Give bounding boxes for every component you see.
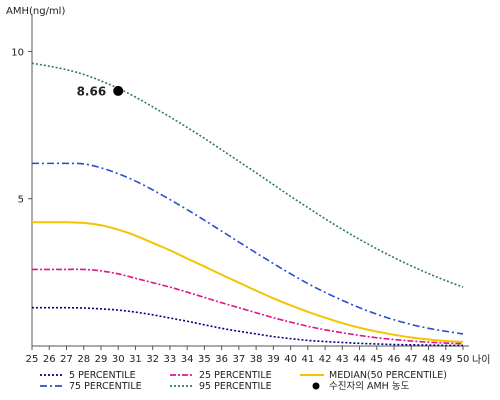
series-line-25-percentile — [32, 268, 464, 345]
legend-label-95-percentile: 95 PERCENTILE — [199, 381, 272, 392]
x-tick-label-47: 47 — [405, 354, 418, 365]
y-tick-label-5: 5 — [18, 195, 24, 206]
x-tick-label-43: 43 — [336, 354, 349, 365]
x-tick-label-29: 29 — [95, 354, 108, 365]
x-tick-label-35: 35 — [198, 354, 211, 365]
x-tick-label-38: 38 — [250, 354, 263, 365]
legend-label-25-percentile: 25 PERCENTILE — [199, 370, 272, 381]
legend-label-5-percentile: 5 PERCENTILE — [69, 370, 136, 381]
x-tick-label-45: 45 — [370, 354, 383, 365]
x-tick-label-27: 27 — [60, 354, 73, 365]
series-lines — [31, 62, 464, 347]
patient-amh-value-label: 8.66 — [77, 84, 107, 98]
x-tick-label-42: 42 — [319, 354, 332, 365]
x-ticks: 25 26 27 28 29 30 31 32 33 34 35 36 37 38 39 40 41 42 43 44… — [26, 346, 470, 365]
x-tick-label-46: 46 — [388, 354, 401, 365]
series-line-5-percentile — [32, 306, 464, 347]
x-axis-title: 나이 — [472, 354, 490, 366]
x-tick-label-37: 37 — [233, 354, 246, 365]
x-tick-label-39: 39 — [267, 354, 280, 365]
y-axis-title: AMH(ng/ml) — [6, 6, 65, 17]
x-tick-label-50: 50 — [457, 354, 470, 365]
x-tick-label-30: 30 — [112, 354, 125, 365]
legend-swatch-patient-amh — [312, 382, 320, 390]
x-tick-label-41: 41 — [301, 354, 314, 365]
series-line-75-percentile — [32, 162, 464, 335]
legend-label-patient-amh: 수진자의 AMH 농도 — [329, 381, 410, 392]
legend-label-75-percentile: 75 PERCENTILE — [69, 381, 142, 392]
y-ticks: 5 10 — [11, 47, 32, 206]
x-tick-label-26: 26 — [43, 354, 56, 365]
x-tick-label-49: 49 — [439, 354, 452, 365]
legend-label-median-50-percentile: MEDIAN(50 PERCENTILE) — [329, 370, 447, 381]
x-tick-label-31: 31 — [129, 354, 142, 365]
x-tick-label-28: 28 — [77, 354, 90, 365]
x-tick-label-33: 33 — [164, 354, 177, 365]
y-tick-label-10: 10 — [11, 47, 24, 58]
series-line-95-percentile — [31, 62, 464, 288]
x-tick-label-32: 32 — [146, 354, 159, 365]
x-tick-label-40: 40 — [284, 354, 297, 365]
series-line-median-50-percentile — [32, 221, 464, 343]
axes — [31, 14, 469, 347]
legend: 5 PERCENTILE 25 PERCENTILE MEDIAN(50 PERCE… — [40, 370, 447, 392]
x-tick-label-25: 25 — [26, 354, 39, 365]
patient-highlight: 8.66 — [77, 84, 124, 98]
patient-amh-point — [113, 85, 124, 96]
x-tick-label-36: 36 — [215, 354, 228, 365]
x-tick-label-34: 34 — [181, 354, 194, 365]
x-tick-label-44: 44 — [353, 354, 366, 365]
x-tick-label-48: 48 — [422, 354, 435, 365]
